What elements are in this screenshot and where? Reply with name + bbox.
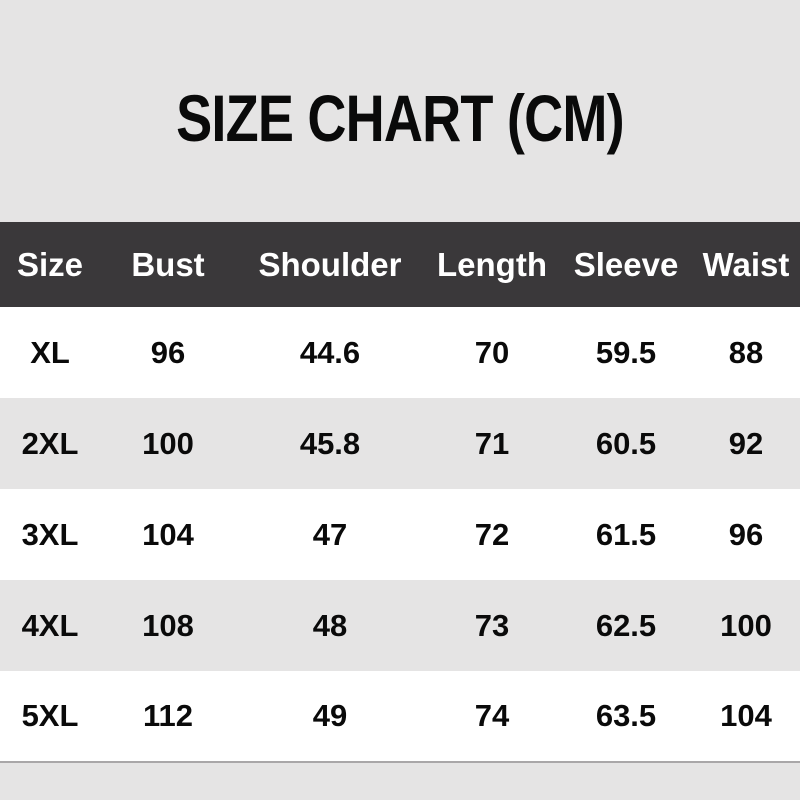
cell-waist: 96 [728, 516, 764, 552]
cell-bust: 104 [142, 516, 194, 552]
header-cell-length: Length [437, 245, 547, 283]
cell-length: 74 [474, 698, 510, 733]
header-cell-sleeve: Sleeve [573, 245, 679, 283]
cell-sleeve: 62.5 [595, 607, 657, 643]
page-title: SIZE CHART (CM) [176, 81, 624, 155]
cell-size: 4XL [21, 607, 79, 643]
cell-length: 70 [474, 334, 510, 370]
cell-shoulder: 48 [312, 607, 348, 643]
cell-bust: 96 [150, 334, 186, 370]
cell-sleeve: 60.5 [595, 425, 657, 461]
cell-length: 71 [474, 425, 510, 461]
cell-shoulder: 47 [312, 516, 348, 552]
table-row-4xl: 4XL 108 48 73 62.5 100 [0, 580, 800, 671]
cell-sleeve: 59.5 [595, 334, 657, 370]
header-cell-waist: Waist [702, 245, 790, 283]
size-chart-table: Size Bust Shoulder Length Sleeve Waist X… [0, 222, 800, 763]
cell-length: 73 [474, 607, 510, 643]
cell-waist: 88 [728, 334, 764, 370]
header-cell-bust: Bust [131, 245, 205, 283]
cell-bust: 108 [142, 607, 194, 643]
title-band: SIZE CHART (CM) [0, 0, 800, 222]
cell-shoulder: 49 [312, 698, 348, 733]
table-row-3xl: 3XL 104 47 72 61.5 96 [0, 489, 800, 580]
cell-sleeve: 61.5 [595, 516, 657, 552]
cell-size: XL [30, 334, 70, 370]
cell-size: 2XL [21, 425, 79, 461]
cell-bust: 112 [142, 698, 193, 733]
table-header-row: Size Bust Shoulder Length Sleeve Waist [0, 222, 800, 307]
table-row-5xl: 5XL 112 49 74 63.5 104 [0, 671, 800, 762]
cell-shoulder: 44.6 [299, 334, 361, 370]
cell-waist: 104 [720, 698, 772, 733]
cell-bust: 100 [142, 425, 194, 461]
table-row-2xl: 2XL 100 45.8 71 60.5 92 [0, 398, 800, 489]
cell-waist: 92 [728, 425, 764, 461]
table-row-xl: XL 96 44.6 70 59.5 88 [0, 307, 800, 398]
cell-size: 5XL [21, 698, 79, 733]
cell-length: 72 [474, 516, 510, 552]
cell-shoulder: 45.8 [299, 425, 361, 461]
cell-waist: 100 [720, 607, 772, 643]
cell-sleeve: 63.5 [595, 698, 657, 733]
header-cell-size: Size [16, 245, 84, 283]
cell-size: 3XL [21, 516, 79, 552]
header-cell-shoulder: Shoulder [258, 245, 402, 283]
